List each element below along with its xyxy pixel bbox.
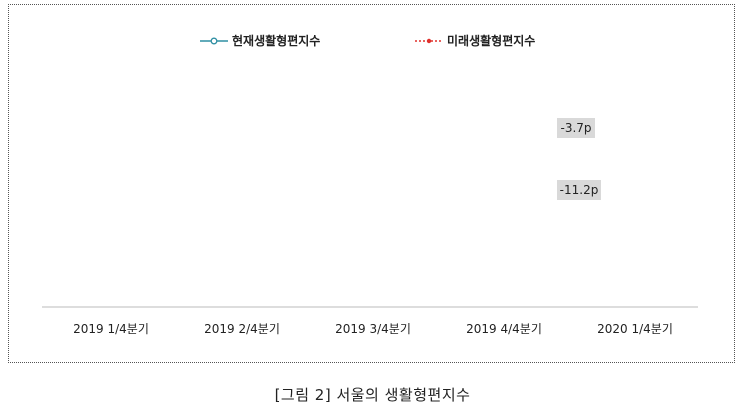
x-tick-label-3: 2019 4/4분기	[466, 322, 542, 336]
annotation-label-0: -3.7p	[560, 121, 591, 135]
annotation-box-0	[557, 118, 595, 138]
legend-future: 미래생활형편지수	[415, 33, 535, 48]
annotation-label-1: -11.2p	[560, 183, 599, 197]
x-tick-label-2: 2019 3/4분기	[335, 322, 411, 336]
chart-frame	[8, 4, 735, 363]
legend: 현재생활형편지수 미래생활형편지수	[200, 33, 535, 48]
annotation-0: -3.7p	[557, 118, 595, 138]
legend-future-marker	[426, 38, 432, 44]
legend-current-marker	[210, 37, 218, 45]
x-tick-label-0: 2019 1/4분기	[73, 322, 149, 336]
legend-current: 현재생활형편지수	[200, 33, 320, 48]
x-tick-label-4: 2020 1/4분기	[597, 322, 673, 336]
x-tick-label-1: 2019 2/4분기	[204, 322, 280, 336]
legend-future-label: 미래생활형편지수	[447, 33, 535, 48]
x-axis-ticks: 2019 1/4분기 2019 2/4분기 2019 3/4분기 2019 4/4분기…	[73, 322, 673, 336]
annotation-1: -11.2p	[557, 180, 601, 200]
annotation-box-1	[557, 180, 601, 200]
annotations: -3.7p -11.2p	[557, 118, 601, 200]
figure-caption: [그림 2] 서울의 생활형편지수	[274, 386, 471, 404]
legend-current-label: 현재생활형편지수	[232, 33, 320, 48]
